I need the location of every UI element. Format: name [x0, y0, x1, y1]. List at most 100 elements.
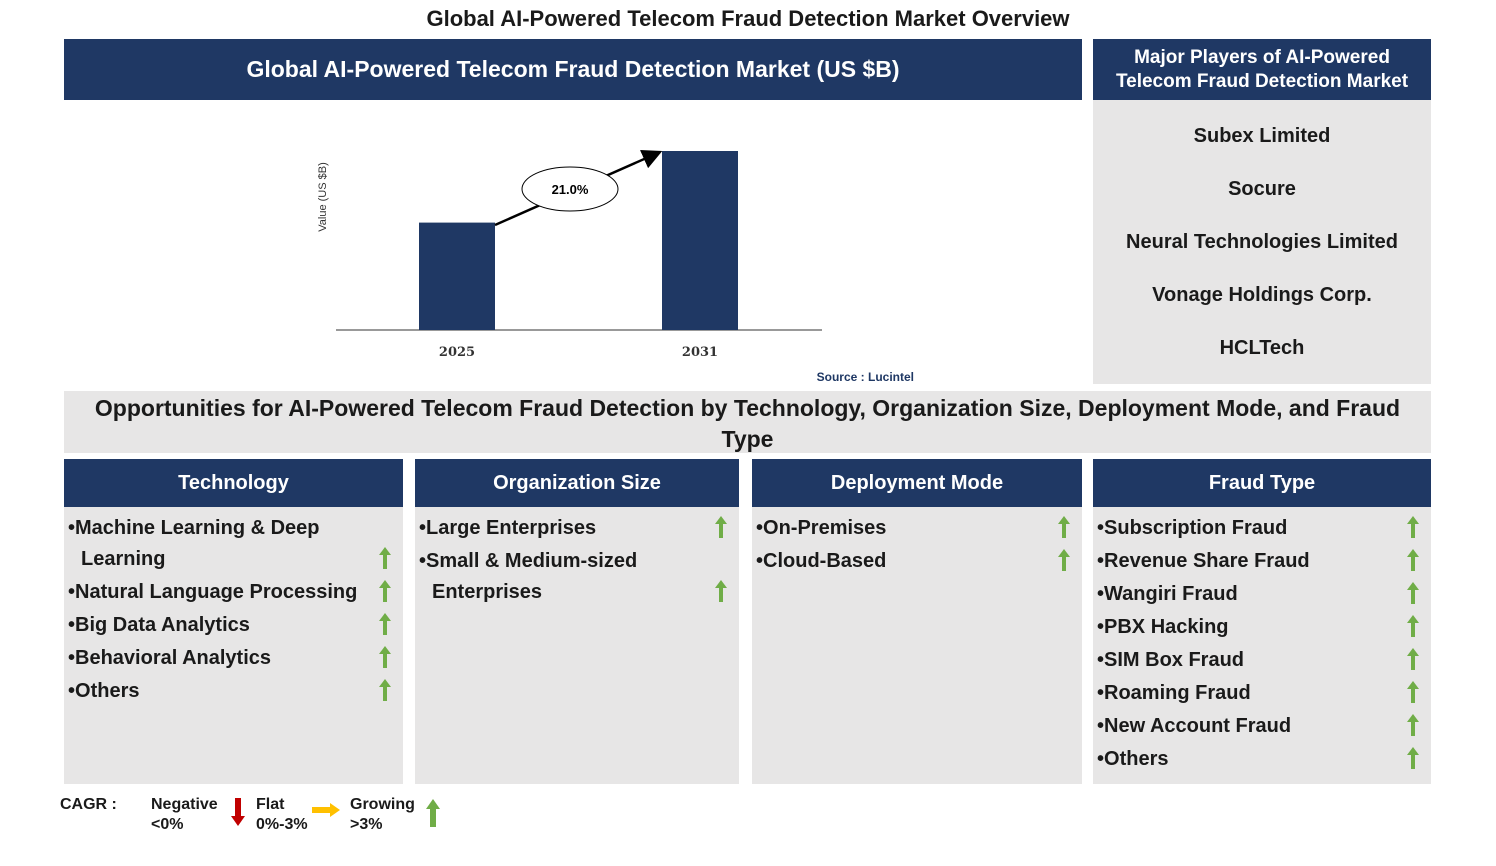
segment-item: Roaming Fraud — [1097, 678, 1423, 709]
segment-title: Fraud Type — [1093, 459, 1431, 507]
growth-icon — [1407, 615, 1419, 637]
player: Socure — [1228, 178, 1296, 200]
growth-icon — [379, 613, 391, 635]
legend-flat: Flat 0%-3% — [256, 796, 308, 833]
growth-icon — [1407, 714, 1419, 736]
segment-item: Subscription Fraud — [1097, 513, 1423, 544]
segment-item: Wangiri Fraud — [1097, 579, 1423, 610]
down-arrow — [231, 798, 245, 826]
item-text: Others — [68, 676, 139, 707]
item-text: Revenue Share Fraud — [1097, 546, 1310, 577]
up-arrow — [1407, 747, 1419, 769]
item-text: On-Premises — [756, 513, 886, 544]
segment-body: Subscription FraudRevenue Share FraudWan… — [1093, 507, 1431, 784]
up-arrow — [379, 613, 391, 635]
player: Vonage Holdings Corp. — [1152, 284, 1372, 306]
segment-item: New Account Fraud — [1097, 711, 1423, 742]
item-text: Large Enterprises — [419, 513, 596, 544]
segment-item: Natural Language Processing — [68, 577, 395, 608]
segment-body: On-PremisesCloud-Based — [752, 507, 1082, 784]
item-text: SIM Box Fraud — [1097, 645, 1244, 676]
legend-label: CAGR : — [60, 796, 117, 813]
up-arrow — [379, 679, 391, 701]
x-tick-label: 2025 — [439, 345, 475, 360]
segment-body: Machine Learning & Deep LearningNatural … — [64, 507, 403, 784]
bar — [419, 222, 495, 330]
legend: CAGR : Negative <0% Flat 0%-3% Growing >… — [60, 795, 480, 840]
segment-body: Large EnterprisesSmall & Medium-sized En… — [415, 507, 739, 784]
chart: Value (US $B) Source : Lucintel 2025 2031… — [317, 149, 914, 384]
up-arrow — [1058, 516, 1070, 538]
segment-item: On-Premises — [756, 513, 1074, 544]
item-text: Wangiri Fraud — [1097, 579, 1238, 610]
segment-item: Revenue Share Fraud — [1097, 546, 1423, 577]
opportunities-title: Opportunities for AI-Powered Telecom Fra… — [64, 391, 1431, 453]
item-text: Small & Medium-sized Enterprises — [419, 546, 705, 608]
growth-icon — [379, 547, 391, 569]
x-tick-label: 2031 — [682, 345, 718, 360]
up-arrow — [1407, 582, 1419, 604]
segment-title: Organization Size — [415, 459, 739, 507]
up-arrow — [1407, 648, 1419, 670]
growth-icon — [379, 679, 391, 701]
up-arrow — [426, 799, 440, 827]
growth-icon — [1407, 582, 1419, 604]
up-arrow — [379, 547, 391, 569]
y-axis-label: Value (US $B) — [317, 162, 329, 232]
item-text: Others — [1097, 744, 1168, 775]
up-arrow — [379, 646, 391, 668]
item-text: Behavioral Analytics — [68, 643, 271, 674]
legend-negative: Negative <0% — [151, 796, 218, 833]
up-arrow — [1407, 516, 1419, 538]
cagr-label: 21.0% — [552, 182, 589, 197]
segment-item: Cloud-Based — [756, 546, 1074, 577]
up-arrow — [379, 580, 391, 602]
item-text: Machine Learning & Deep Learning — [68, 513, 369, 575]
up-arrow — [1058, 549, 1070, 571]
chart-title: Global AI-Powered Telecom Fraud Detectio… — [64, 39, 1082, 100]
item-text: Cloud-Based — [756, 546, 886, 577]
segment-item: SIM Box Fraud — [1097, 645, 1423, 676]
growth-icon — [1407, 648, 1419, 670]
segment-item: Large Enterprises — [419, 513, 731, 544]
item-text: New Account Fraud — [1097, 711, 1291, 742]
cagr-bubble — [521, 166, 619, 212]
up-arrow — [1407, 549, 1419, 571]
segment-title: Deployment Mode — [752, 459, 1082, 507]
item-text: Big Data Analytics — [68, 610, 250, 641]
legend-growing: Growing >3% — [350, 796, 415, 833]
item-text: Subscription Fraud — [1097, 513, 1287, 544]
growth-icon — [379, 646, 391, 668]
bar — [662, 151, 738, 330]
player: HCLTech — [1219, 337, 1305, 359]
flat-arrow — [312, 803, 340, 817]
growth-icon — [1407, 516, 1419, 538]
segment-item: Others — [68, 676, 395, 707]
growth-icon — [1058, 549, 1070, 571]
growth-icon — [715, 580, 727, 602]
up-arrow — [1407, 681, 1419, 703]
up-arrow — [715, 516, 727, 538]
segment-item: Others — [1097, 744, 1423, 775]
growth-icon — [379, 580, 391, 602]
item-text: Natural Language Processing — [68, 577, 357, 608]
growth-icon — [1058, 516, 1070, 538]
segment-item: Big Data Analytics — [68, 610, 395, 641]
source: Source : Lucintel — [817, 370, 914, 384]
growth-icon — [1407, 747, 1419, 769]
growth-icon — [715, 516, 727, 538]
players-title: Major Players of AI-Powered Telecom Frau… — [1093, 39, 1431, 100]
growth-icon — [1407, 549, 1419, 571]
segment-title: Technology — [64, 459, 403, 507]
players-list: Subex Limited Socure Neural Technologies L… — [1093, 100, 1431, 384]
player: Neural Technologies Limited — [1126, 231, 1398, 253]
segment-item: PBX Hacking — [1097, 612, 1423, 643]
page-title: Global AI-Powered Telecom Fraud Detectio… — [426, 6, 1070, 31]
item-text: PBX Hacking — [1097, 612, 1228, 643]
item-text: Roaming Fraud — [1097, 678, 1251, 709]
segment-item: Small & Medium-sized Enterprises — [419, 546, 731, 608]
up-arrow — [1407, 615, 1419, 637]
segment-item: Behavioral Analytics — [68, 643, 395, 674]
player: Subex Limited — [1193, 125, 1331, 147]
